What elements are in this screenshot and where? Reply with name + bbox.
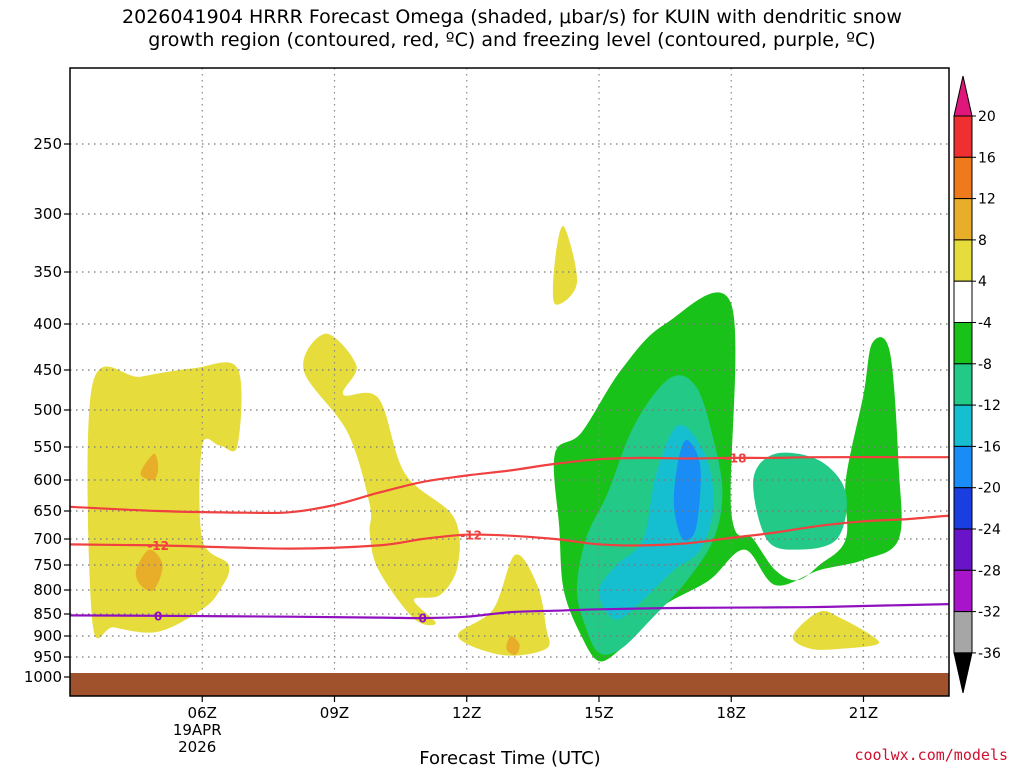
colorbar-label-6: -8 xyxy=(978,357,992,373)
contour-label-3: 0 xyxy=(154,609,162,623)
colorbar-swatch-2 xyxy=(953,156,973,200)
y-tick-label-11: 800 xyxy=(33,581,62,599)
credit-text: coolwx.com/models xyxy=(854,746,1008,764)
ground-surface xyxy=(70,673,949,696)
colorbar-swatch-3 xyxy=(953,198,973,241)
contour-label-2: -18 xyxy=(725,451,747,465)
y-tick-label-8: 650 xyxy=(33,502,62,520)
y-tick-label-5: 500 xyxy=(33,401,62,419)
y-tick-label-6: 550 xyxy=(33,438,62,456)
colorbar-bottom-arrow xyxy=(953,652,973,694)
colorbar-swatch-13 xyxy=(953,611,973,654)
colorbar-swatch-1 xyxy=(953,115,973,158)
y-tick-label-13: 900 xyxy=(33,627,62,645)
contour-dendritic_-18C xyxy=(70,456,949,515)
x-tick-label-5: 21Z xyxy=(849,704,878,722)
omega-region-3 xyxy=(303,333,460,626)
contour-label-1: -12 xyxy=(460,528,482,542)
colorbar-swatch-4 xyxy=(953,239,973,282)
y-tick-label-14: 950 xyxy=(33,648,62,666)
omega-region-12 xyxy=(792,610,880,650)
colorbar-top-arrow xyxy=(953,75,973,117)
colorbar-swatch-8 xyxy=(953,404,973,447)
title-line-1: 2026041904 HRRR Forecast Omega (shaded, … xyxy=(122,6,902,28)
y-tick-label-7: 600 xyxy=(33,471,62,489)
y-tick-label-15: 1000 xyxy=(24,668,62,686)
colorbar-swatch-10 xyxy=(953,487,973,530)
colorbar-swatch-7 xyxy=(953,363,973,406)
colorbar-label-5: -4 xyxy=(978,316,992,332)
omega-region-0 xyxy=(87,362,242,639)
x-tick-label-2: 12Z xyxy=(452,704,481,722)
x-tick-label-4: 18Z xyxy=(717,704,746,722)
colorbar-label-10: -24 xyxy=(978,522,1001,538)
colorbar-swatch-5 xyxy=(953,280,973,324)
y-tick-label-2: 350 xyxy=(33,263,62,281)
title-line-2: growth region (contoured, red, ºC) and f… xyxy=(148,29,876,51)
y-tick-label-9: 700 xyxy=(33,530,62,548)
y-tick-label-0: 250 xyxy=(33,135,62,153)
omega-region-2 xyxy=(135,549,163,592)
y-tick-label-4: 450 xyxy=(33,361,62,379)
x-tick-label-0: 06Z xyxy=(188,704,217,722)
x-tick-label-1: 09Z xyxy=(320,704,349,722)
omega-region-6 xyxy=(552,225,578,305)
x-tick-label-3: 15Z xyxy=(584,704,613,722)
x-date-month-label: 19APR xyxy=(173,721,222,739)
omega-region-11 xyxy=(673,439,701,541)
colorbar-swatch-12 xyxy=(953,569,973,613)
omega-region-4 xyxy=(457,554,550,656)
colorbar-label-7: -12 xyxy=(978,398,1001,414)
colorbar-label-11: -28 xyxy=(978,563,1001,579)
colorbar-label-9: -20 xyxy=(978,481,1001,497)
y-tick-label-10: 750 xyxy=(33,556,62,574)
colorbar-label-12: -32 xyxy=(978,605,1001,621)
colorbar-label-8: -16 xyxy=(978,439,1001,455)
x-axis-label: Forecast Time (UTC) xyxy=(419,748,600,768)
colorbar-swatch-9 xyxy=(953,445,973,489)
colorbar-label-3: 8 xyxy=(978,233,987,249)
colorbar-label-0: 20 xyxy=(978,109,996,125)
colorbar-label-4: 4 xyxy=(978,274,987,290)
contour-label-0: -12 xyxy=(147,539,169,553)
colorbar-label-1: 16 xyxy=(978,150,996,166)
chart-title: 2026041904 HRRR Forecast Omega (shaded, … xyxy=(0,6,1024,52)
colorbar-swatch-6 xyxy=(953,322,973,365)
plot-frame xyxy=(69,67,950,697)
contour-dendritic_-12C xyxy=(70,514,949,550)
x-date-year-label: 2026 xyxy=(178,738,216,756)
omega-region-1 xyxy=(140,453,159,481)
y-tick-label-12: 850 xyxy=(33,605,62,623)
contour-freezing_0C xyxy=(70,603,949,620)
y-tick-label-1: 300 xyxy=(33,205,62,223)
colorbar-label-13: -36 xyxy=(978,646,1001,662)
y-tick-label-3: 400 xyxy=(33,315,62,333)
colorbar-swatch-11 xyxy=(953,528,973,571)
omega-region-9 xyxy=(753,452,847,550)
colorbar-label-2: 12 xyxy=(978,192,996,208)
omega-region-5 xyxy=(506,635,520,656)
contour-label-4: 0 xyxy=(418,612,426,626)
